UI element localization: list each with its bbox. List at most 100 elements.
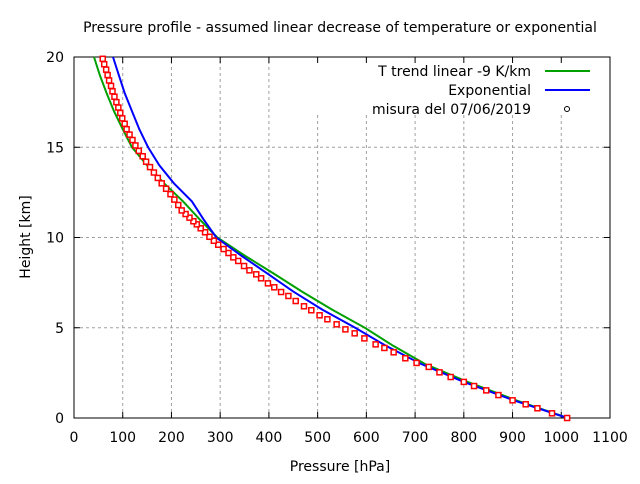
data-point (132, 142, 139, 149)
data-point (361, 335, 368, 342)
y-tick-label: 20 (46, 50, 64, 66)
data-point (285, 292, 292, 300)
data-point (99, 55, 106, 63)
data-point (117, 109, 124, 117)
data-point (197, 225, 204, 232)
data-point (333, 321, 340, 328)
data-point (402, 355, 409, 362)
data-point (146, 163, 154, 171)
data-point (154, 174, 162, 182)
data-point (240, 262, 248, 270)
y-axis-label: Height [km] (18, 195, 34, 278)
x-tick-label: 700 (402, 430, 429, 446)
legend: T trend linear -9 K/km Exponential misura … (372, 64, 590, 118)
y-tick-label: 15 (46, 140, 64, 156)
data-point (150, 169, 158, 176)
x-tick-label: 200 (158, 430, 185, 446)
x-tick-label: 800 (450, 430, 477, 446)
data-point (167, 190, 174, 198)
x-tick-label: 900 (499, 430, 526, 446)
data-point (135, 147, 143, 155)
data-point (460, 378, 468, 386)
data-point (470, 382, 478, 390)
x-tick-label: 500 (304, 430, 331, 446)
data-point (351, 330, 358, 337)
data-point (324, 316, 331, 323)
data-point (201, 229, 209, 236)
data-point (115, 104, 122, 111)
legend-label: misura del 07/06/2019 (372, 102, 531, 118)
x-tick-label: 1000 (543, 430, 579, 446)
data-point (109, 88, 116, 95)
data-point (113, 98, 120, 106)
x-tick-label: 400 (256, 430, 283, 446)
data-point (178, 207, 185, 214)
series-group (93, 55, 571, 422)
data-point (271, 284, 278, 291)
data-point (121, 120, 128, 128)
x-tick-label: 300 (207, 430, 234, 446)
data-point (100, 60, 108, 68)
data-point (175, 201, 182, 209)
data-point (182, 210, 189, 218)
data-point (129, 136, 136, 144)
data-point (206, 233, 213, 241)
data-point (413, 359, 420, 367)
axis-ticks: 0 100 200 300 400 500 600 700 800 900 1000 1100 0 5 10… (46, 50, 628, 446)
data-point (509, 397, 516, 404)
data-point (563, 414, 571, 422)
data-point (447, 373, 454, 381)
data-point (495, 391, 502, 399)
data-point (190, 218, 197, 225)
data-point (210, 237, 218, 244)
data-point (277, 288, 285, 296)
data-point (381, 344, 388, 352)
data-point (162, 185, 170, 193)
data-point (308, 306, 315, 314)
chart-title: Pressure profile - assumed linear decrea… (83, 20, 597, 36)
data-point (264, 280, 272, 287)
legend-swatch (564, 106, 570, 112)
data-point (234, 257, 242, 265)
data-point (214, 241, 222, 248)
data-point (220, 245, 227, 253)
legend-label: Exponential (448, 83, 531, 99)
x-tick-label: 100 (109, 430, 136, 446)
plot-frame (73, 56, 611, 419)
data-point (316, 312, 323, 319)
series-2 (99, 55, 571, 422)
data-point (522, 401, 529, 408)
x-tick-label: 1100 (592, 430, 628, 446)
data-point (171, 196, 178, 203)
data-point (107, 82, 115, 90)
data-point (186, 214, 193, 221)
data-point (482, 387, 490, 394)
y-tick-label: 0 (55, 411, 64, 427)
data-point (252, 271, 260, 278)
y-tick-label: 5 (55, 321, 64, 337)
data-point (292, 297, 299, 305)
data-point (118, 115, 126, 122)
data-point (225, 249, 232, 257)
data-point (139, 153, 146, 160)
legend-label: T trend linear -9 K/km (377, 64, 531, 80)
data-point (372, 341, 379, 348)
data-point (126, 131, 133, 138)
data-point (102, 66, 110, 73)
data-point (534, 405, 541, 412)
data-point (342, 326, 349, 333)
data-point (548, 410, 556, 417)
data-point (390, 349, 397, 356)
x-tick-label: 0 (70, 430, 79, 446)
x-tick-label: 600 (353, 430, 380, 446)
grid (74, 57, 610, 418)
data-point (142, 158, 150, 165)
data-point (105, 77, 113, 84)
data-point (425, 363, 432, 371)
data-point (104, 71, 111, 79)
data-point (257, 275, 265, 282)
data-point (436, 369, 443, 376)
data-point (111, 93, 118, 100)
x-axis-label: Pressure [hPa] (290, 459, 390, 475)
